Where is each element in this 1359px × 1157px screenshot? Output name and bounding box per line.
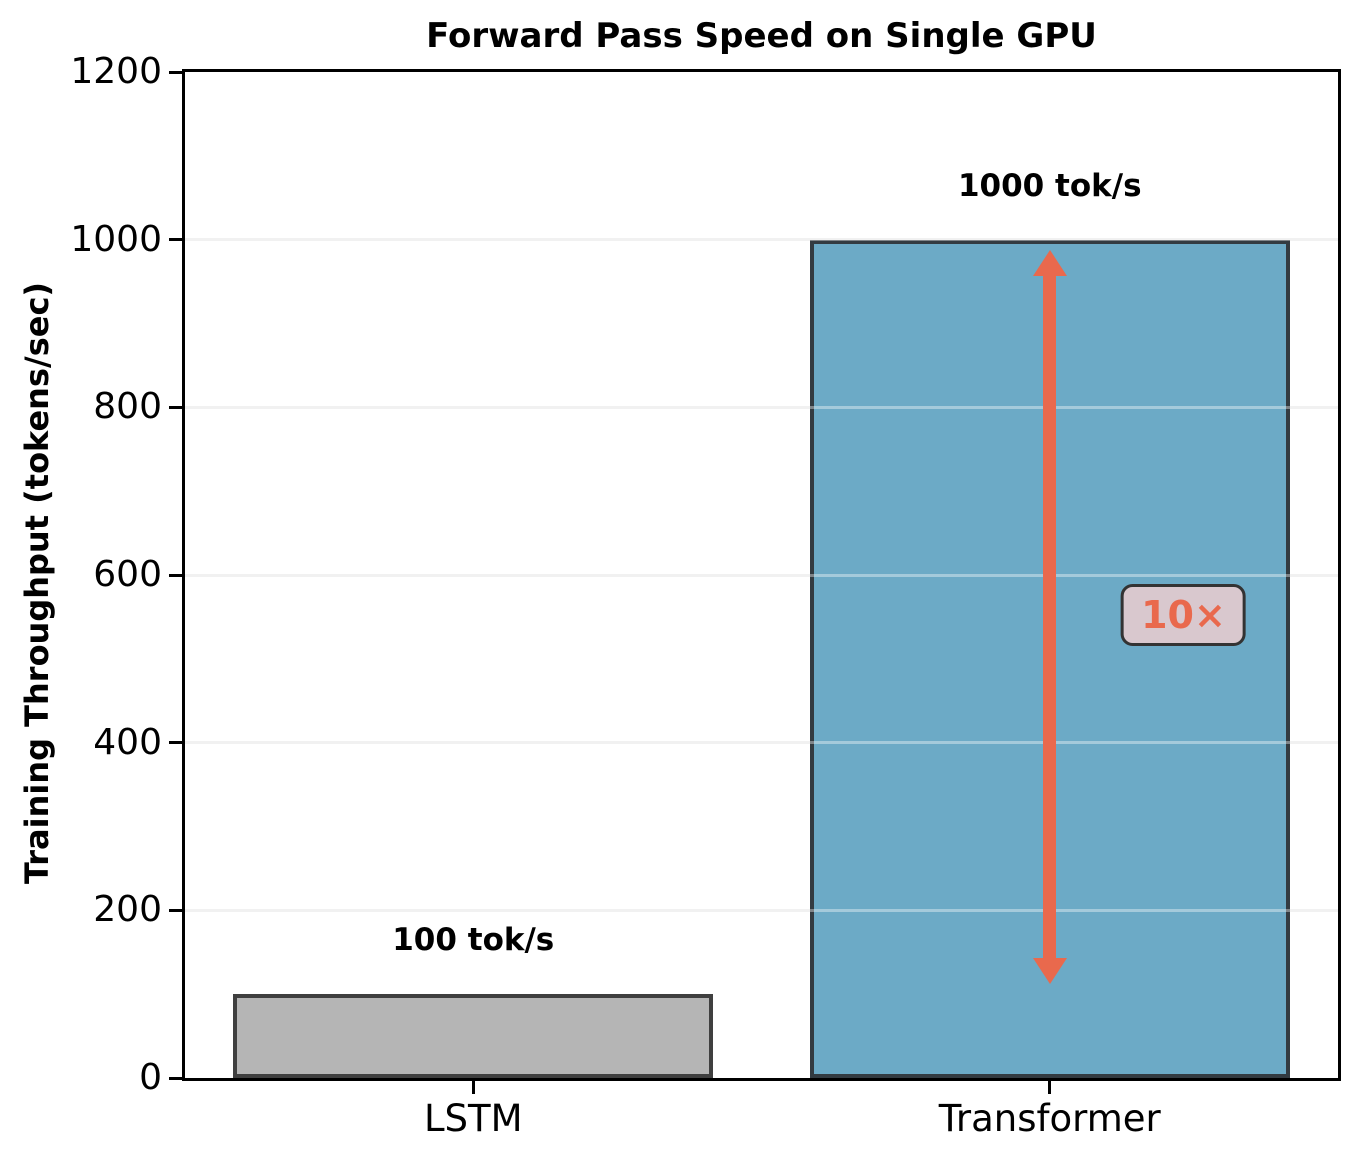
gridline <box>185 908 1338 912</box>
gridline <box>185 238 1338 242</box>
y-tick-mark <box>169 741 182 745</box>
multiplier-text: 10× <box>1141 593 1226 638</box>
gridline <box>185 573 1338 577</box>
plot-area: 10× 100 tok/s 1000 tok/s <box>182 69 1341 1081</box>
y-tick-label: 1200 <box>70 51 162 92</box>
y-tick-label: 600 <box>93 554 162 595</box>
y-tick-label: 200 <box>93 889 162 931</box>
gridline <box>185 741 1338 745</box>
gridline <box>185 908 1338 912</box>
y-tick-mark <box>169 573 182 577</box>
bar-value-label: 1000 tok/s <box>957 167 1142 204</box>
y-tick-label: 0 <box>139 1057 162 1098</box>
y-tick-label: 1000 <box>70 218 162 260</box>
arrow-head-down <box>1032 958 1067 985</box>
gridline <box>185 741 1338 745</box>
y-tick-mark <box>169 238 182 242</box>
x-tick-label-lstm: LSTM <box>423 1097 523 1140</box>
x-tick-mark <box>471 1081 475 1094</box>
y-tick-mark <box>169 70 182 74</box>
y-tick-label: 400 <box>93 721 162 763</box>
bar-value-label: 100 tok/s <box>392 922 555 959</box>
y-tick-mark <box>169 1076 182 1080</box>
gridline <box>185 405 1338 409</box>
y-tick-mark <box>169 908 182 912</box>
y-axis-tick-labels: 0 200 400 600 800 1000 1200 <box>0 54 162 1096</box>
multiplier-badge: 10× <box>1121 584 1246 647</box>
y-tick-label: 800 <box>93 386 162 428</box>
gridline <box>185 238 1338 242</box>
x-tick-mark <box>1048 1081 1052 1094</box>
arrow-head-up <box>1032 249 1067 276</box>
gridline <box>185 405 1338 409</box>
bar-lstm <box>233 994 714 1078</box>
arrow-shaft <box>1043 269 1057 965</box>
gridline <box>185 573 1338 577</box>
x-tick-label-transformer: Transformer <box>938 1097 1161 1140</box>
y-tick-mark <box>169 405 182 409</box>
chart-title: Forward Pass Speed on Single GPU <box>426 16 1097 56</box>
